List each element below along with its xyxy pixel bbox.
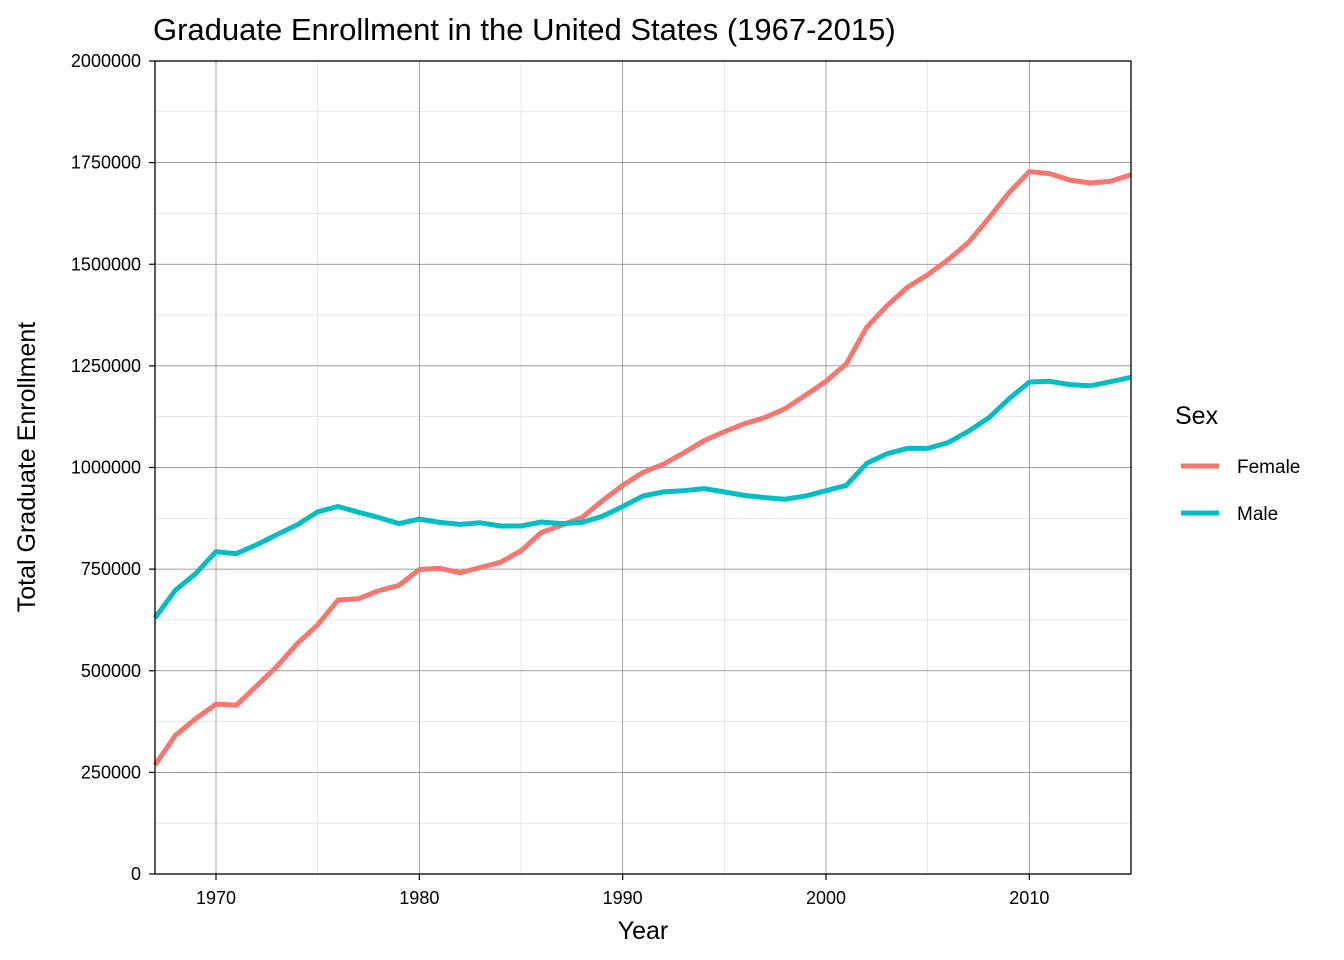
y-tick-label: 1500000 — [71, 254, 141, 274]
series-lines — [152, 169, 1132, 767]
y-tick-label: 2000000 — [71, 51, 141, 71]
series-line-female — [152, 169, 1132, 767]
y-tick-label: 750000 — [81, 559, 141, 579]
x-tick-label: 2000 — [806, 888, 846, 908]
x-tick-label: 1970 — [196, 888, 236, 908]
legend-label-female: Female — [1237, 457, 1300, 478]
x-tick-label: 1990 — [603, 888, 643, 908]
x-tick-label: 2010 — [1009, 888, 1049, 908]
minor-gridlines — [155, 61, 1131, 874]
x-axis-title: Year — [618, 917, 669, 945]
major-gridlines — [155, 60, 1131, 875]
legend-title: Sex — [1175, 402, 1219, 430]
legend: Sex Female Male — [1175, 402, 1300, 525]
y-axis-ticks: 0 250000 500000 750000 1000000 1250000 1500000… — [71, 51, 155, 884]
legend-label-male: Male — [1237, 504, 1278, 525]
y-tick-label: 1250000 — [71, 356, 141, 376]
x-axis-ticks: 1970 1980 1990 2000 2010 — [196, 874, 1049, 908]
y-tick-label: 250000 — [81, 762, 141, 782]
y-axis-title: Total Graduate Enrollment — [13, 322, 41, 612]
y-tick-label: 1000000 — [71, 458, 141, 478]
y-tick-label: 1750000 — [71, 153, 141, 173]
series-line-male — [152, 374, 1132, 620]
y-tick-label: 0 — [131, 864, 141, 884]
y-tick-label: 500000 — [81, 661, 141, 681]
x-tick-label: 1980 — [399, 888, 439, 908]
chart-title: Graduate Enrollment in the United States… — [153, 12, 896, 47]
